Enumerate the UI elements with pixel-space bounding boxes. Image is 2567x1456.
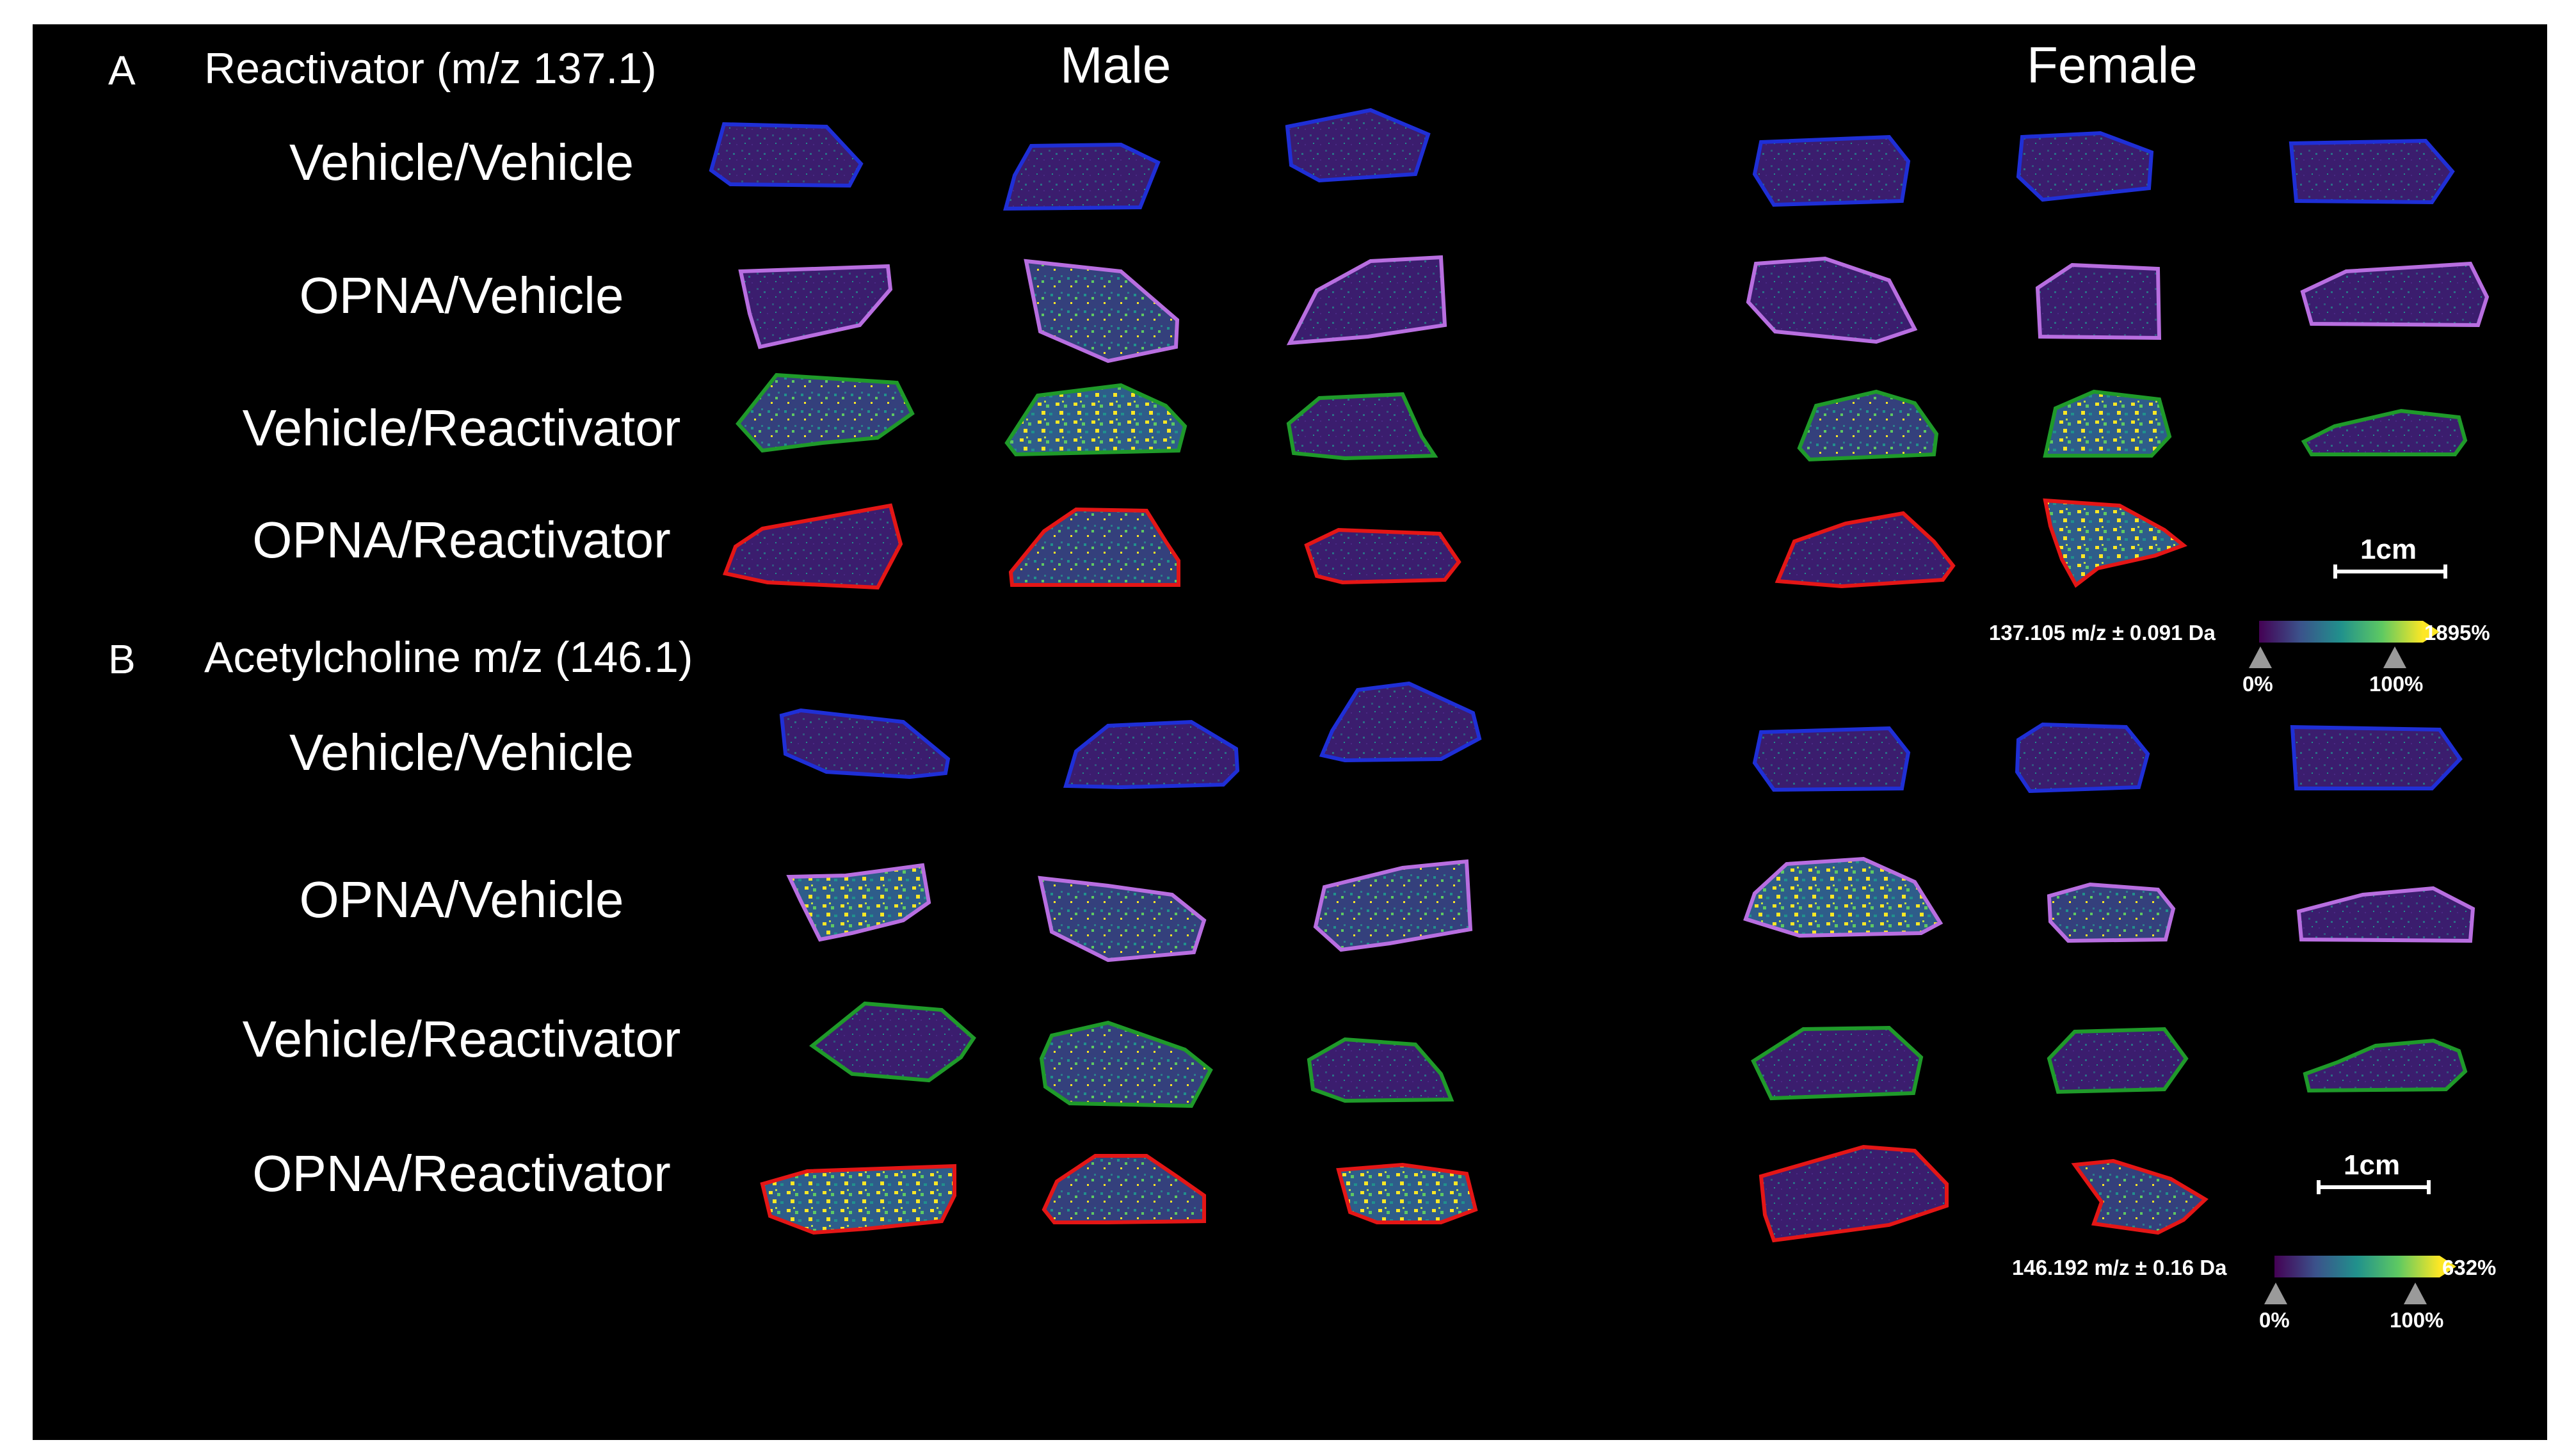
colorbar-b-min-marker	[2264, 1283, 2287, 1304]
tissue-section	[2043, 498, 2188, 588]
panel-a-title: Reactivator (m/z 137.1)	[204, 44, 657, 93]
tissue-section	[2035, 262, 2162, 340]
tissue-section	[1024, 259, 1180, 364]
tissue-section	[2303, 1038, 2468, 1093]
scale-bar-a: 1cm	[2333, 534, 2447, 588]
colorbar-b-arrow	[2440, 1256, 2456, 1277]
tissue-section	[2047, 1027, 2189, 1094]
tissue-section	[1003, 142, 1161, 211]
figure-panel: A Reactivator (m/z 137.1) Male Female B …	[33, 24, 2547, 1440]
scale-bar-line	[2317, 1185, 2431, 1189]
colorbar-b-label: 146.192 m/z ± 0.16 Da	[2012, 1256, 2227, 1279]
tissue-section	[1038, 876, 1207, 963]
colorbar-b-gradient	[2274, 1256, 2440, 1277]
colorbar-a-arrow	[2423, 621, 2440, 643]
tissue-section	[2043, 389, 2172, 458]
tissue-section	[1797, 389, 1939, 462]
tissue-section	[2296, 886, 2475, 943]
row-label-b-opna-reactivator: OPNA/Reactivator	[252, 1145, 671, 1202]
tissue-section	[709, 122, 864, 188]
tissue-section	[760, 1164, 956, 1235]
tissue-section	[1039, 1020, 1213, 1108]
scale-bar-line	[2333, 570, 2447, 573]
tissue-section	[1319, 681, 1482, 763]
panel-a-letter: A	[108, 47, 136, 93]
tissue-section	[1008, 507, 1180, 587]
colorbar-a-max-marker	[2383, 646, 2406, 668]
colorbar-a-gradient	[2259, 621, 2423, 643]
tissue-section	[2301, 408, 2468, 456]
tissue-section	[1313, 859, 1473, 952]
row-label-a-opna-vehicle: OPNA/Vehicle	[299, 267, 624, 324]
tissue-section	[1774, 511, 1956, 589]
row-label-a-vehicle-reactivator: Vehicle/Reactivator	[242, 399, 681, 456]
male-header: Male	[1060, 36, 1171, 93]
tissue-section	[2015, 722, 2150, 794]
row-label-a-opna-reactivator: OPNA/Reactivator	[252, 511, 671, 568]
tissue-section	[736, 372, 915, 453]
colorbar-a-max-tick: 100%	[2369, 672, 2424, 696]
colorbar-a-min-marker	[2249, 646, 2272, 668]
tissue-section	[2290, 724, 2463, 790]
tissue-section	[1751, 1025, 1924, 1101]
tissue-section	[1746, 256, 1918, 344]
tissue-section	[1063, 719, 1240, 790]
tissue-section	[1286, 392, 1438, 461]
tissue-section	[1285, 108, 1431, 183]
colorbar-a-max-label: 1895%	[2424, 621, 2490, 644]
female-header: Female	[2027, 36, 2198, 93]
tissue-section	[2071, 1158, 2209, 1235]
scale-bar-tick	[2317, 1180, 2321, 1194]
row-label-b-vehicle-vehicle: Vehicle/Vehicle	[289, 724, 634, 781]
row-label-b-vehicle-reactivator: Vehicle/Reactivator	[242, 1011, 681, 1068]
colorbar-b-max-tick: 100%	[2390, 1308, 2444, 1332]
tissue-section	[1307, 1037, 1454, 1103]
tissue-section	[2300, 261, 2490, 328]
tissue-section	[1304, 527, 1461, 585]
scale-bar-b: 1cm	[2317, 1149, 2431, 1203]
row-label-a-vehicle-vehicle: Vehicle/Vehicle	[289, 134, 634, 191]
tissue-section	[738, 264, 893, 349]
tissue-section	[1042, 1154, 1206, 1224]
scale-bar-tick	[2427, 1180, 2431, 1194]
tissue-section	[1336, 1162, 1478, 1224]
colorbar-a-label: 137.105 m/z ± 0.091 Da	[1989, 621, 2216, 644]
tissue-section	[722, 503, 903, 590]
tissue-section	[809, 1001, 976, 1083]
scale-bar-tick	[2333, 564, 2337, 579]
tissue-section	[1752, 134, 1911, 207]
tissue-sections	[709, 108, 2490, 1243]
colorbar-b-min-tick: 0%	[2259, 1308, 2290, 1332]
tissue-section	[1752, 726, 1911, 792]
panel-b-title: Acetylcholine m/z (146.1)	[204, 633, 693, 682]
scale-bar-label: 1cm	[2360, 534, 2417, 565]
tissue-section	[779, 708, 951, 780]
tissue-section	[1004, 383, 1187, 457]
tissue-section	[786, 863, 931, 942]
colorbar-a-min-tick: 0%	[2242, 672, 2273, 696]
tissue-section	[2289, 138, 2455, 205]
tissue-section	[2016, 131, 2154, 202]
tissue-section	[1743, 856, 1943, 938]
tissue-section	[2047, 882, 2176, 943]
scale-bar-label: 1cm	[2344, 1149, 2401, 1181]
row-label-b-opna-vehicle: OPNA/Vehicle	[299, 871, 624, 928]
colorbar-b-max-label: 632%	[2442, 1256, 2497, 1279]
panel-b-letter: B	[108, 636, 136, 682]
tissue-section	[1286, 255, 1447, 346]
tissue-section	[1758, 1144, 1949, 1243]
colorbar-b-max-marker	[2404, 1283, 2427, 1304]
scale-bar-tick	[2443, 564, 2447, 579]
